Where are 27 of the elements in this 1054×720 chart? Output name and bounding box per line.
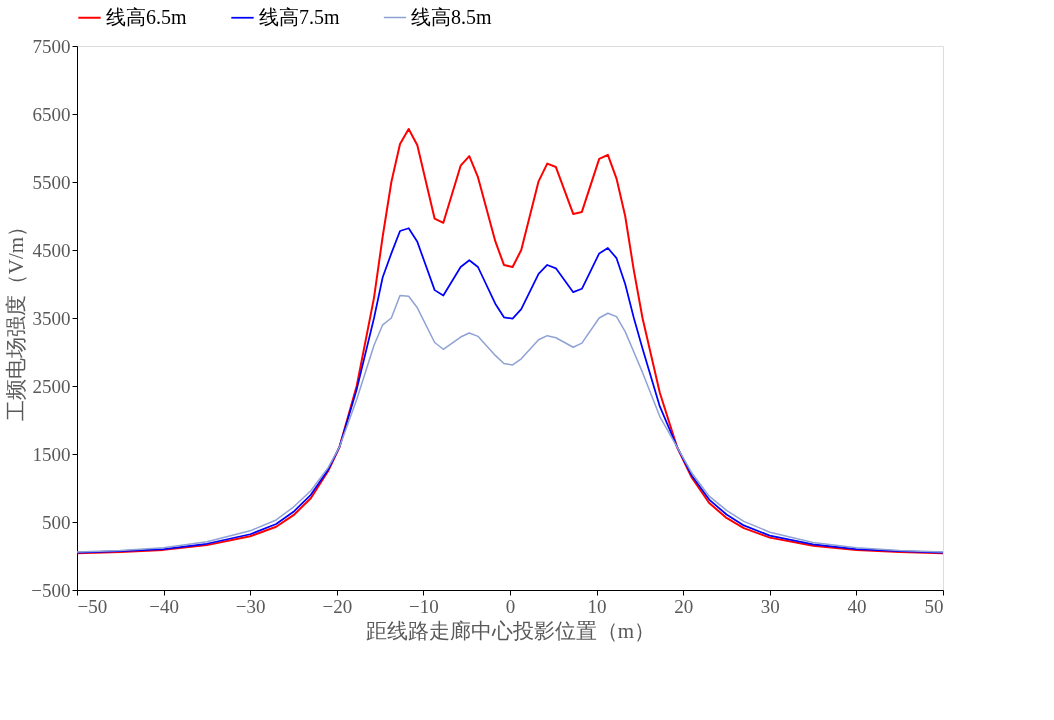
y-tick-label: 5500 [32, 171, 71, 193]
x-tick-label: 10 [587, 595, 607, 617]
x-tick-label: −20 [322, 595, 353, 617]
y-tick-label: 2500 [32, 375, 71, 397]
y-tick-label: −500 [31, 579, 71, 601]
x-tick-label: −40 [149, 595, 179, 617]
line-series [76, 294, 944, 553]
y-tick-label: 3500 [32, 307, 71, 329]
x-tick-label: −10 [409, 595, 439, 617]
x-tick-label: 30 [760, 595, 780, 617]
x-tick-label: 0 [505, 595, 516, 617]
x-tick-label: −30 [235, 595, 266, 617]
legend-label: 线高7.5m [259, 5, 340, 28]
y-tick-label: 500 [42, 511, 71, 533]
y-tick-label: 7500 [32, 35, 71, 57]
y-axis-title: 工频电场强度（V/m） [4, 215, 29, 422]
y-tick-label: 1500 [32, 443, 71, 465]
x-tick-label: 50 [924, 595, 944, 617]
x-tick-label: 20 [674, 595, 694, 617]
x-axis-title: 距线路走廊中心投影位置（m） [365, 618, 656, 643]
line-series [76, 127, 944, 555]
y-tick-label: 4500 [32, 239, 71, 261]
x-tick-label: 40 [847, 595, 867, 617]
legend-label: 线高8.5m [411, 5, 492, 28]
x-tick-label: −50 [77, 595, 108, 617]
y-tick-label: 6500 [32, 103, 71, 125]
legend-label: 线高6.5m [106, 5, 187, 28]
